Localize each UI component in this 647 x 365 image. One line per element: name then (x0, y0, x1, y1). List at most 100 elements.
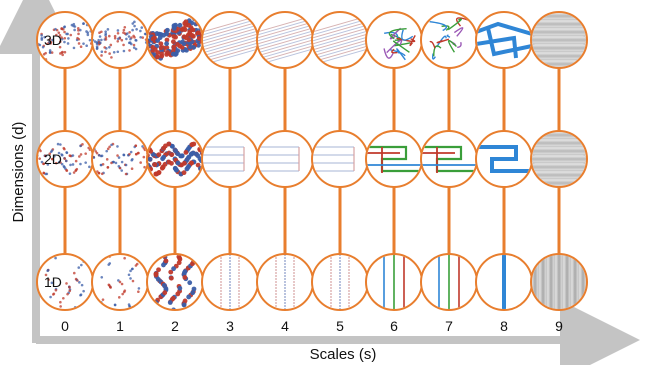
cell-2D-5 (311, 130, 369, 188)
atom-dot (46, 163, 50, 166)
cylinder-rod (578, 255, 586, 309)
atom-dot (177, 285, 183, 291)
atom-dot (131, 279, 135, 283)
atom-dot (155, 38, 161, 44)
atom-dot (116, 31, 120, 35)
atom-dot (82, 42, 85, 45)
cell-3D-7 (420, 11, 478, 69)
atom-dot (134, 38, 137, 42)
cell-content (220, 255, 240, 309)
atom-dot (88, 165, 91, 169)
atom-dot (152, 162, 158, 168)
cell-ring (530, 253, 588, 311)
atom-dot (65, 32, 68, 36)
atom-dot (186, 22, 192, 28)
atom-dot (175, 160, 181, 166)
helix-path (429, 40, 436, 49)
cell-background (257, 131, 313, 187)
atom-dot (181, 160, 187, 166)
atom-dot (122, 28, 126, 32)
atom-dot (43, 154, 47, 158)
atom-dot (184, 166, 190, 172)
atom-dot (148, 156, 153, 162)
atom-dot (122, 49, 126, 53)
atom-dot (188, 44, 193, 50)
cell-3D-6 (365, 11, 423, 69)
cell-3D-5 (311, 11, 369, 69)
atom-dot (106, 165, 110, 169)
atom-dot (164, 41, 169, 47)
strand-line (203, 27, 257, 45)
atom-dot (100, 54, 103, 57)
atom-dot (104, 33, 107, 37)
atom-dot (169, 152, 175, 158)
atom-dot (124, 172, 128, 176)
atom-dot (93, 56, 95, 60)
atom-dot (107, 34, 111, 38)
cell-3D-9 (530, 11, 588, 69)
atom-dot (49, 295, 52, 299)
helix-path (431, 53, 436, 60)
atom-dot (43, 35, 46, 39)
atom-dot (189, 261, 195, 267)
atom-dot (40, 160, 44, 164)
strand-line (203, 18, 257, 36)
atom-dot (57, 151, 61, 155)
atom-dot (189, 160, 194, 166)
atom-dot (199, 15, 202, 21)
atom-dot (148, 56, 151, 61)
strand-line (203, 42, 257, 60)
atom-dot (55, 33, 58, 37)
atom-dot (79, 45, 83, 48)
atom-dot (181, 34, 187, 40)
atom-dot (131, 22, 135, 25)
strand-line (203, 39, 257, 57)
atom-dot (60, 27, 63, 30)
cell-content (477, 21, 531, 59)
cell-1D-7 (420, 253, 478, 311)
atom-dot (41, 45, 45, 49)
atom-dot (148, 56, 151, 61)
atom-dot (182, 275, 188, 280)
atom-dot (131, 267, 134, 271)
atom-dot (148, 153, 150, 158)
atom-dot (78, 281, 81, 284)
atom-dot (42, 162, 45, 166)
atom-dot (73, 25, 77, 28)
cell-1D-1 (91, 253, 149, 311)
atom-dot (100, 305, 104, 309)
atom-dot (130, 167, 134, 171)
x-tick-0: 0 (61, 318, 69, 334)
atom-dot (40, 34, 43, 37)
strand-line (313, 27, 367, 45)
atom-dot (155, 50, 161, 55)
atom-dot (125, 37, 128, 41)
x-tick-2: 2 (171, 318, 179, 334)
atom-dot (108, 45, 111, 49)
strand-line (203, 21, 257, 39)
atom-dot (93, 62, 94, 66)
atom-dot (161, 145, 166, 151)
atom-dot (58, 160, 61, 164)
atom-dot (153, 272, 159, 278)
atom-dot (100, 172, 104, 176)
atom-dot (155, 54, 160, 60)
atom-dot (142, 155, 146, 159)
atom-dot (163, 258, 169, 264)
atom-dot (143, 32, 147, 36)
atom-dot (133, 24, 136, 28)
atom-dot (128, 152, 131, 156)
atom-dot (170, 51, 176, 57)
atom-dot (100, 154, 104, 158)
atom-dot (109, 43, 113, 47)
x-tick-3: 3 (226, 318, 234, 334)
atom-dot (171, 34, 177, 39)
atom-dot (133, 20, 136, 24)
atom-dot (54, 27, 57, 31)
atom-dot (50, 149, 54, 152)
atom-dot (106, 147, 110, 151)
atom-dot (56, 142, 60, 146)
atom-dot (131, 158, 134, 161)
atom-dot (48, 49, 52, 52)
atom-dot (133, 36, 136, 39)
